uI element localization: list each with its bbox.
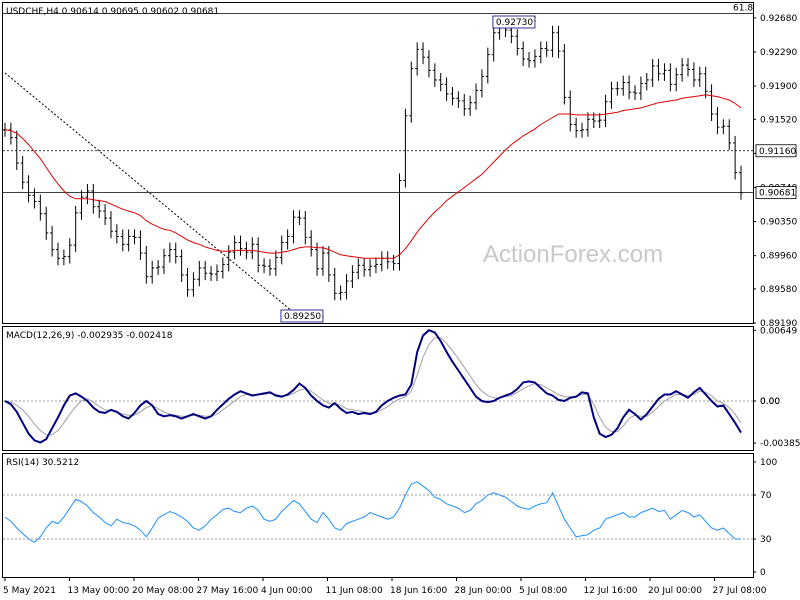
level-price-label: 0.91160 [759, 147, 796, 157]
macd-tick-label: 0.00 [760, 397, 780, 407]
price-tick-label: 0.89580 [760, 285, 797, 295]
rsi-panel-frame [2, 453, 754, 578]
rsi-tick-label: 100 [760, 458, 777, 468]
macd-tick-label: -0.003855 [760, 439, 800, 449]
time-tick-label: 13 May 00:00 [68, 586, 130, 596]
time-tick-label: 5 May 2021 [3, 586, 56, 596]
time-tick-label: 20 May 08:00 [132, 586, 194, 596]
watermark: ActionForex.com [483, 241, 663, 268]
level-price-box [755, 144, 797, 158]
time-axis: 5 May 2021 13 May 00:00 20 May 08:00 27 May… [3, 577, 767, 596]
fib-label: 61.8 [733, 3, 753, 13]
time-tick-label: 4 Jun 00:00 [261, 586, 313, 596]
price-tick-label: 0.89190 [760, 319, 797, 329]
level-price-label: 0.90681 [759, 189, 796, 199]
macd-line [4, 329, 742, 444]
price-tick-label: 0.89960 [760, 252, 797, 262]
macd-header: MACD(12,26,9) -0.002935 -0.002418 [6, 331, 173, 341]
time-tick-label: 20 Jul 00:00 [648, 586, 702, 596]
rsi-header: RSI(14) 30.5212 [6, 458, 79, 468]
macd-panel-frame [2, 326, 754, 451]
time-tick-label: 12 Jul 16:00 [584, 586, 638, 596]
price-tick-label: 0.92290 [760, 48, 797, 58]
price-tick-label: 0.91520 [760, 115, 797, 125]
rsi-panel: 100 70 30 0 [3, 458, 777, 578]
level-price-box [755, 186, 797, 200]
price-tick-label: 0.91900 [760, 82, 797, 92]
price-tick-label: 0.90350 [760, 218, 797, 228]
price-panel: 0.926800.922900.919000.915200.911300.907… [3, 3, 797, 329]
rsi-tick-label: 0 [760, 568, 766, 578]
swing-low-label: 0.89250 [284, 312, 321, 322]
time-tick-label: 27 May 16:00 [197, 586, 259, 596]
time-tick-label: 11 Jun 08:00 [326, 586, 383, 596]
main-panel-frame [2, 2, 754, 324]
rsi-line [4, 481, 741, 543]
time-tick-label: 27 Jul 08:00 [713, 586, 767, 596]
time-tick-label: 5 Jul 08:00 [519, 586, 568, 596]
macd-tick-label: 0.00649 [760, 326, 797, 336]
macd-tick-label: 0.00 [760, 397, 780, 407]
time-tick-label: 18 Jun 16:00 [390, 586, 447, 596]
moving-average-line [4, 94, 742, 259]
main-header: USDCHF,H4 0.90614 0.90695 0.90602 0.9068… [6, 7, 219, 17]
swing-high-label: 0.92730 [496, 18, 533, 28]
time-tick-label: 28 Jun 00:00 [455, 586, 512, 596]
rsi-tick-label: 30 [760, 535, 772, 545]
rsi-tick-label: 70 [760, 491, 772, 501]
price-tick-label: 0.92680 [760, 14, 797, 24]
macd-signal-line [4, 337, 742, 436]
